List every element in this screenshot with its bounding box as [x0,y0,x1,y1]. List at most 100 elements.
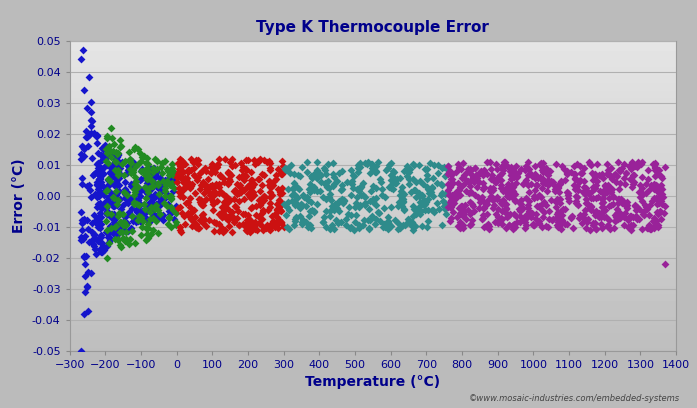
Point [476,215,487,222]
Point [147,169,158,175]
Point [625,176,636,182]
Point [378,205,389,211]
Point [598,187,609,194]
Point [595,188,606,194]
Point [464,211,475,217]
Point [128,199,139,206]
Point [107,228,118,235]
Point [183,178,194,185]
Point [620,203,631,209]
Point [117,229,128,235]
Point [240,166,251,173]
Point [590,182,601,188]
Point [243,212,254,218]
Point [613,159,624,165]
Point [148,195,160,201]
Point [95,204,106,211]
Point [529,187,540,193]
Point [357,192,368,199]
Point [210,220,222,226]
Point [164,172,175,179]
Point [484,226,495,233]
Point [395,175,406,181]
Point [606,189,617,196]
Point [523,208,535,215]
Point [95,179,107,185]
Point [118,219,130,226]
Point [613,215,624,222]
Point [634,182,645,188]
Point [478,224,489,231]
Point [220,199,231,206]
Point [354,186,365,193]
Point [442,166,453,172]
Point [540,202,551,208]
Point [470,172,482,178]
Point [537,177,548,184]
Point [614,168,625,174]
Point [222,169,233,175]
Point [273,197,284,204]
Point [132,217,143,223]
Point [634,216,645,223]
Point [648,215,659,222]
Point [305,199,316,205]
Point [388,185,399,192]
Point [144,165,155,172]
Point [192,161,204,168]
Point [295,213,306,220]
Point [443,171,454,177]
Point [519,216,530,222]
Point [469,191,480,198]
Point [333,170,344,177]
Point [604,195,615,202]
Point [581,200,592,206]
Point [245,205,256,211]
Point [573,201,584,208]
Point [221,215,232,222]
Point [152,182,163,189]
Point [112,196,123,203]
Point [525,170,536,176]
Point [653,200,664,207]
Point [617,165,628,171]
Point [404,217,415,224]
Point [94,172,105,179]
Point [275,206,286,213]
Point [431,200,443,206]
Point [511,180,522,186]
Point [650,165,661,172]
Point [182,199,193,206]
Y-axis label: Error (°C): Error (°C) [13,159,26,233]
Point [153,213,164,220]
Point [206,164,217,170]
Point [413,207,424,214]
Point [215,172,226,179]
Point [93,188,105,195]
Point [582,216,593,222]
Point [131,218,142,225]
Point [459,208,470,214]
Point [112,226,123,233]
Point [505,171,516,178]
Point [105,201,116,207]
Point [147,177,158,184]
Point [590,195,602,201]
Point [145,204,156,210]
Point [288,185,299,191]
Point [512,173,523,179]
Point [491,165,503,172]
Point [165,203,176,210]
Point [297,217,308,224]
Point [535,174,546,180]
Point [161,179,172,185]
Point [107,226,118,233]
Point [515,212,526,219]
Point [147,179,158,185]
Point [282,165,293,171]
Point [77,227,88,234]
Point [180,180,191,186]
Point [391,180,402,186]
Point [313,170,324,177]
Point [625,222,636,229]
